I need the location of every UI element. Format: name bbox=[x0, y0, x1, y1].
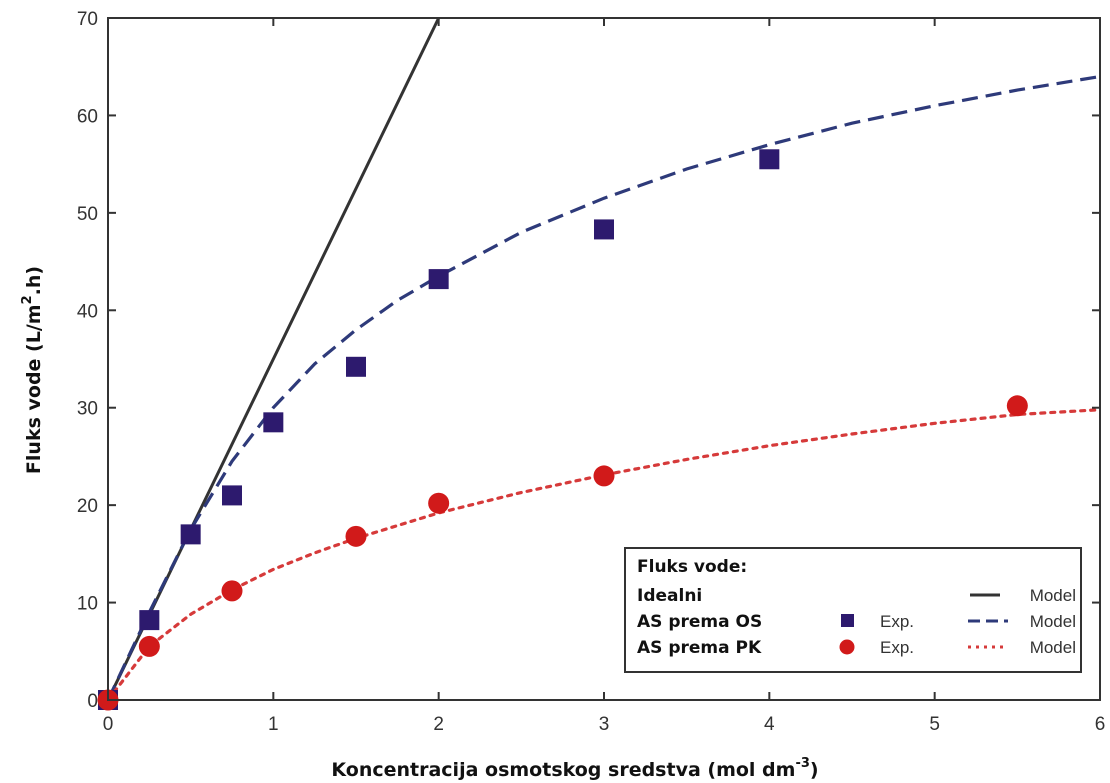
legend: Fluks vode: Idealni Model AS prema OS Ex… bbox=[624, 547, 1082, 673]
data-point-os_exp bbox=[139, 610, 160, 631]
y-tick-label: 20 bbox=[77, 496, 98, 517]
data-point-os_exp bbox=[263, 412, 284, 433]
series-layer bbox=[97, 18, 1100, 711]
data-point-os_exp bbox=[180, 524, 201, 545]
data-point-pk_exp bbox=[428, 492, 450, 514]
legend-title: Fluks vode: bbox=[637, 557, 747, 577]
legend-model-ideal: Model bbox=[1030, 586, 1076, 605]
data-point-pk_exp bbox=[1006, 395, 1028, 417]
y-tick-label: 70 bbox=[77, 9, 98, 30]
y-tick-label: 50 bbox=[77, 204, 98, 225]
y-tick-label: 60 bbox=[77, 106, 98, 127]
legend-model-pk: Model bbox=[1030, 638, 1076, 657]
x-tick-label: 0 bbox=[103, 714, 114, 735]
legend-circle-marker-pk bbox=[839, 639, 855, 655]
y-tick-label: 30 bbox=[77, 399, 98, 420]
x-tick-label: 4 bbox=[764, 714, 775, 735]
data-point-os_exp bbox=[594, 219, 614, 240]
legend-exp-os: Exp. bbox=[880, 612, 914, 631]
legend-label-os: AS prema OS bbox=[637, 612, 762, 632]
y-tick-label: 40 bbox=[77, 301, 98, 322]
data-point-pk_exp bbox=[138, 635, 160, 657]
data-point-os_exp bbox=[346, 356, 366, 377]
y-axis-title-end: .h) bbox=[23, 266, 45, 295]
data-point-os_exp bbox=[222, 485, 242, 506]
x-axis-title-sup: -3 bbox=[795, 756, 809, 771]
y-axis-title: Fluks vode (L/m2.h) bbox=[20, 266, 45, 474]
y-tick-label: 10 bbox=[77, 594, 98, 615]
y-tick-label: 0 bbox=[87, 691, 98, 712]
x-axis-title: Koncentracija osmotskog sredstva (mol dm… bbox=[331, 756, 818, 781]
data-point-pk_exp bbox=[593, 465, 615, 487]
legend-model-os: Model bbox=[1030, 612, 1076, 631]
x-tick-label: 1 bbox=[268, 714, 279, 735]
x-axis-title-end: ) bbox=[810, 759, 819, 781]
series-line-os_model bbox=[108, 74, 1100, 700]
legend-label-pk: AS prema PK bbox=[637, 638, 762, 658]
x-tick-label: 2 bbox=[433, 714, 444, 735]
data-point-os_exp bbox=[759, 149, 780, 170]
legend-label-ideal: Idealni bbox=[637, 586, 702, 606]
data-point-pk_exp bbox=[221, 580, 243, 602]
legend-square-marker-os bbox=[841, 614, 854, 627]
y-axis-title-sup: 2 bbox=[20, 295, 35, 304]
series-line-pk_model bbox=[108, 408, 1100, 700]
legend-exp-pk: Exp. bbox=[880, 638, 914, 657]
data-point-os_exp bbox=[428, 269, 449, 290]
data-point-pk_exp bbox=[345, 525, 367, 547]
x-tick-label: 3 bbox=[599, 714, 610, 735]
x-tick-label: 5 bbox=[929, 714, 940, 735]
x-tick-label: 6 bbox=[1095, 714, 1106, 735]
